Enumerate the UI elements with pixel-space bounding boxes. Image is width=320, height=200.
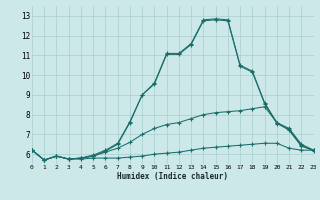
X-axis label: Humidex (Indice chaleur): Humidex (Indice chaleur) (117, 172, 228, 181)
